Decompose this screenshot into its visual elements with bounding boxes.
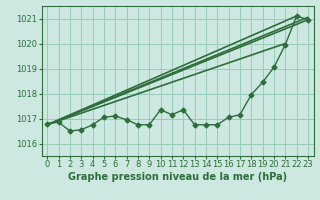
X-axis label: Graphe pression niveau de la mer (hPa): Graphe pression niveau de la mer (hPa) (68, 172, 287, 182)
